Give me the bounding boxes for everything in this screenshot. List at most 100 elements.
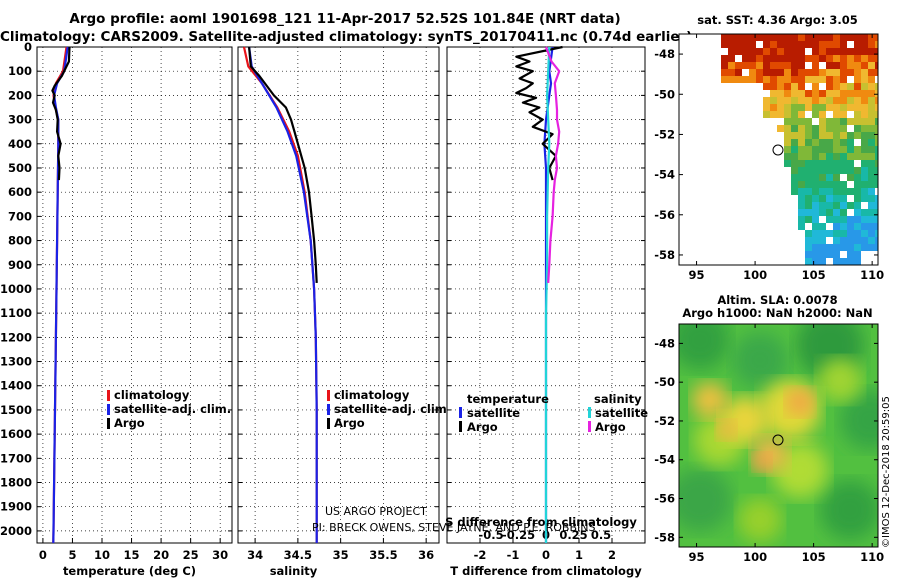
sst-cell — [819, 118, 826, 125]
sst-cell — [840, 111, 847, 118]
sst-cell — [791, 167, 798, 174]
sst-cell — [854, 48, 861, 55]
sst-cell — [854, 41, 861, 48]
sst-cell — [812, 62, 819, 69]
sst-cell — [791, 181, 798, 188]
sst-cell — [770, 48, 777, 55]
map-x-tick-label: 100 — [743, 550, 767, 564]
legend-label: satellite-adj. clim. — [114, 402, 231, 416]
sst-cell — [805, 244, 812, 251]
sst-cells — [721, 34, 878, 265]
sst-cell — [868, 237, 875, 244]
sst-cell — [756, 62, 763, 69]
sst-cell — [854, 83, 861, 90]
sla-patch — [786, 388, 814, 416]
sst-cell — [812, 41, 819, 48]
x-tick-label: 20 — [153, 548, 169, 562]
sst-cell — [854, 181, 861, 188]
sst-cell — [777, 83, 784, 90]
sst-cell — [749, 48, 756, 55]
legend-swatch — [107, 390, 110, 401]
map-frame — [678, 323, 879, 548]
sst-cell — [777, 104, 784, 111]
sst-cell — [812, 258, 819, 265]
sst-cell — [833, 104, 840, 111]
sst-cell — [840, 41, 847, 48]
sst-cell — [805, 181, 812, 188]
sst-cell — [854, 244, 861, 251]
sst-cell — [847, 237, 854, 244]
sst-cell — [875, 55, 878, 62]
sst-cell — [784, 139, 791, 146]
sst-cell — [812, 181, 819, 188]
sst-cell — [847, 48, 854, 55]
sst-cell — [861, 216, 868, 223]
depth-tick-label: 1500 — [0, 403, 32, 417]
sst-cell — [784, 55, 791, 62]
sst-cell — [833, 118, 840, 125]
sst-cell — [833, 223, 840, 230]
sst-cell — [749, 34, 756, 41]
sst-cell — [861, 83, 868, 90]
sst-cell — [763, 111, 770, 118]
sst-cell — [861, 209, 868, 216]
sst-cell — [875, 202, 878, 209]
sst-cell — [875, 167, 878, 174]
sst-cell — [735, 34, 742, 41]
map-x-tick-label: 105 — [802, 268, 826, 282]
map-x-tick-label: 100 — [743, 268, 767, 282]
sst-cell — [721, 34, 728, 41]
sst-cell — [763, 76, 770, 83]
sst-cell — [798, 48, 805, 55]
x-tick-label: 0 — [39, 548, 47, 562]
sst-cell — [854, 118, 861, 125]
sla-map-title-1: Altim. SLA: 0.0078 — [717, 293, 838, 307]
x-tick-label: 34.5 — [284, 548, 312, 562]
sst-cell — [770, 69, 777, 76]
sst-cell — [812, 55, 819, 62]
profile-panel-difference: -2 -1 0 1 2 T difference from climatology S di… — [445, 45, 648, 578]
sst-cell — [861, 34, 868, 41]
depth-tick-label: 1400 — [0, 379, 32, 393]
sst-cell — [798, 69, 805, 76]
x-tick-label: 2 — [608, 548, 616, 562]
sst-cell — [833, 111, 840, 118]
sst-cell — [854, 125, 861, 132]
x-axis-label: salinity — [270, 564, 318, 578]
legend-label: Argo — [334, 416, 365, 430]
sst-cell — [826, 41, 833, 48]
sst-cell — [847, 55, 854, 62]
sst-cell — [721, 41, 728, 48]
sst-cell — [791, 174, 798, 181]
sst-cell — [819, 153, 826, 160]
sst-cell — [735, 69, 742, 76]
sst-cell — [840, 160, 847, 167]
x-tick-label: 25 — [183, 548, 199, 562]
sst-cell — [784, 62, 791, 69]
sst-cell — [770, 83, 777, 90]
map-y-tick-label: -58 — [654, 530, 675, 544]
sst-cell — [812, 167, 819, 174]
sst-cell — [805, 69, 812, 76]
legend-swatch — [588, 407, 591, 418]
sst-cell — [805, 41, 812, 48]
map-panels: 95 100 105 110 -48 -50 -52 -54 -56 -58 95 100 105 110… — [654, 33, 884, 564]
sst-cell — [826, 209, 833, 216]
sst-cell — [868, 174, 875, 181]
sst-cell — [777, 125, 784, 132]
sst-cell — [728, 69, 735, 76]
sst-cell — [840, 139, 847, 146]
sst-cell — [875, 125, 878, 132]
sst-cell — [847, 90, 854, 97]
sst-cell — [777, 48, 784, 55]
sst-cell — [805, 160, 812, 167]
sst-cell — [868, 153, 875, 160]
sst-cell — [798, 104, 805, 111]
sst-cell — [812, 188, 819, 195]
sst-cell — [812, 139, 819, 146]
sst-cell — [735, 62, 742, 69]
sst-cell — [728, 55, 735, 62]
sst-cell — [868, 132, 875, 139]
sst-cell — [875, 104, 878, 111]
sst-cell — [791, 34, 798, 41]
